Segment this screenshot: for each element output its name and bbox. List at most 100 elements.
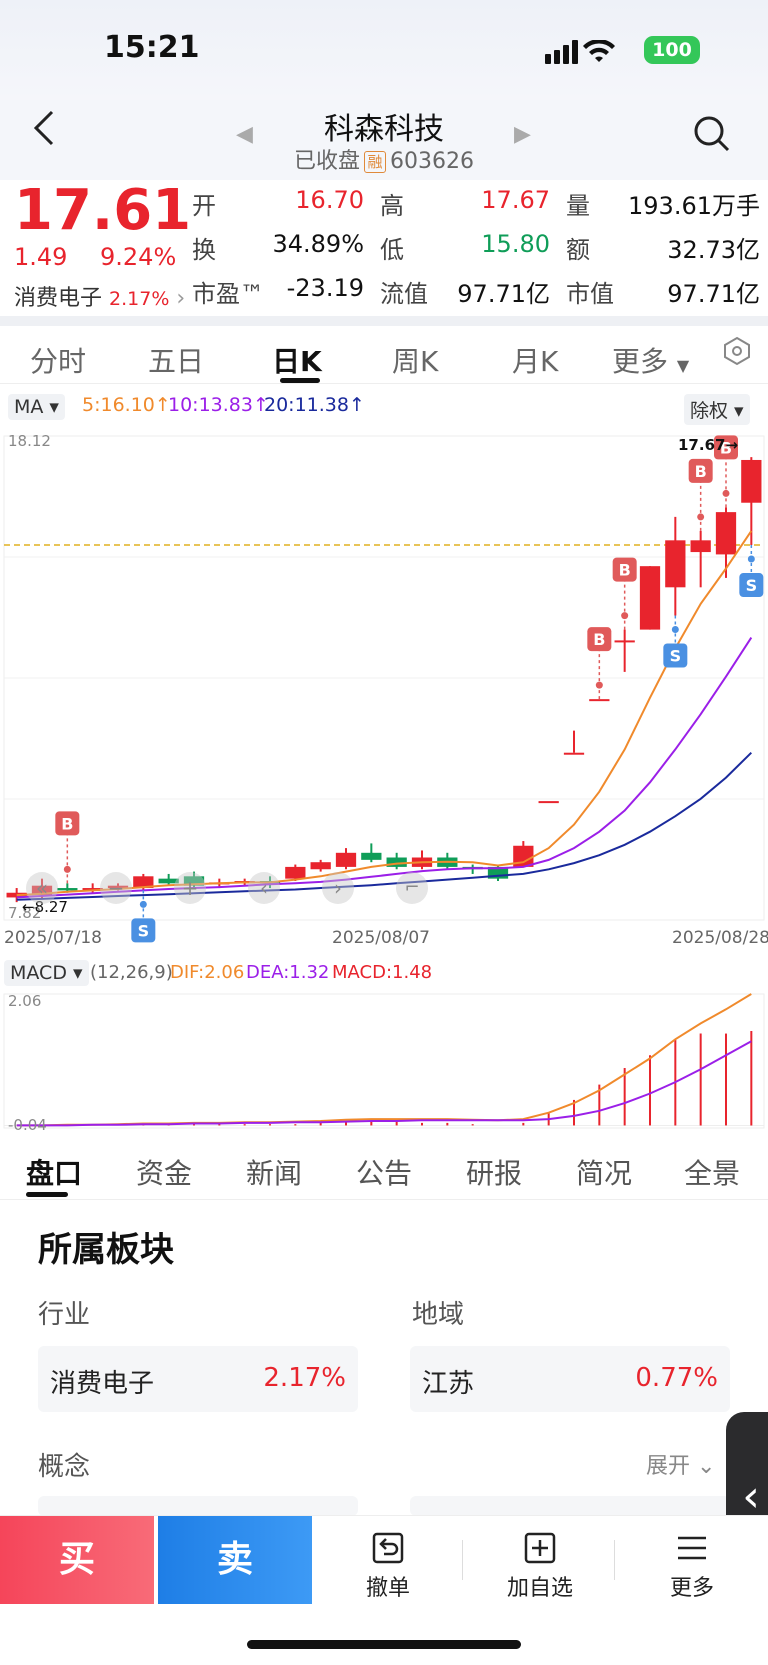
sell-mark <box>131 918 156 943</box>
tab-more[interactable]: 更多 ▼ <box>612 345 690 378</box>
candle-body <box>310 862 331 870</box>
ma-selector[interactable]: MA ▾ <box>8 394 65 420</box>
tab-five-day[interactable]: 五日 <box>148 345 205 378</box>
ma20-line <box>16 751 753 901</box>
divider <box>462 1540 463 1580</box>
sell-mark-label: S <box>746 576 758 595</box>
expand-label: 展开 <box>646 1454 691 1479</box>
macd-dif: DIF:2.06 <box>170 962 245 983</box>
settings-hex-icon[interactable] <box>722 336 752 373</box>
macd-value: MACD:1.48 <box>332 962 433 983</box>
tab-research[interactable]: 研报 <box>466 1157 523 1190</box>
buy-button[interactable]: 买 <box>0 1516 154 1604</box>
tab-overview[interactable]: 全景 <box>684 1157 741 1190</box>
add-watchlist-button[interactable]: 加自选 <box>490 1530 590 1602</box>
status-time: 15:21 <box>104 30 200 65</box>
candle-body <box>538 801 559 804</box>
candle-body <box>690 540 711 553</box>
quote-label: 低 <box>380 236 404 264</box>
scroll-left-icon[interactable]: ‹ <box>248 872 280 904</box>
expand-button[interactable]: 展开 ⌄ <box>646 1454 716 1479</box>
quote-panel <box>0 180 768 315</box>
sector-link[interactable]: 消费电子 2.17% › <box>14 286 186 311</box>
macd-selector-label: MACD <box>10 962 67 984</box>
concept-card[interactable] <box>38 1496 358 1516</box>
candle-body <box>665 540 686 588</box>
tab-weekly-k[interactable]: 周K <box>392 345 439 378</box>
tab-capital[interactable]: 资金 <box>136 1157 193 1190</box>
industry-card[interactable]: 消费电子 2.17% <box>38 1346 358 1412</box>
candle-body <box>285 866 306 879</box>
buy-mark <box>688 458 713 483</box>
date-mid: 2025/08/07 <box>332 928 430 948</box>
back-icon[interactable] <box>32 110 56 156</box>
quote-label: 市值 <box>566 280 614 308</box>
prev-stock-icon[interactable]: ◀ <box>236 122 253 147</box>
candle-body <box>133 876 154 889</box>
macd-selector[interactable]: MACD ▾ <box>4 960 89 986</box>
tab-daily-k[interactable]: 日K <box>272 345 322 378</box>
concept-label: 概念 <box>38 1452 91 1482</box>
dea-line <box>16 1040 752 1127</box>
buy-mark <box>587 627 612 652</box>
low-marker: ←8.27 <box>22 898 68 916</box>
quote-value: 32.73亿 <box>667 236 760 264</box>
zoom-in-icon[interactable]: + <box>174 872 206 904</box>
search-icon[interactable] <box>694 116 730 152</box>
signal-icon <box>545 39 635 68</box>
quote-label: 开 <box>192 192 216 220</box>
stock-name: 科森科技 <box>324 112 444 147</box>
macd-dea: DEA:1.32 <box>246 962 330 983</box>
adjust-selector[interactable]: 除权 ▾ <box>684 394 750 425</box>
quote-label: 流值 <box>380 280 428 308</box>
date-start: 2025/07/18 <box>4 928 102 948</box>
price-change: 1.49 <box>14 243 68 271</box>
stock-subtitle: 已收盘融 603626 <box>0 143 768 175</box>
industry-label: 行业 <box>38 1300 91 1330</box>
dif-line <box>16 993 752 1127</box>
tab-intraday[interactable]: 分时 <box>30 345 87 378</box>
trade-mark-dot <box>697 513 705 521</box>
tab-orderbook[interactable]: 盘口 <box>26 1157 83 1190</box>
trade-mark-dot <box>671 626 679 634</box>
cancel-order-button[interactable]: 撤单 <box>338 1530 438 1602</box>
ma10-label: 10:13.83 <box>168 394 253 416</box>
quote-value: -23.19 <box>286 274 364 302</box>
tab-profile[interactable]: 简况 <box>576 1157 633 1190</box>
more-button[interactable]: 更多 <box>642 1530 742 1602</box>
quote-value: 97.71亿 <box>457 280 550 308</box>
sell-mark-label: S <box>138 921 150 940</box>
home-indicator <box>247 1640 521 1649</box>
candle-body <box>386 857 407 867</box>
scroll-left-fast-icon[interactable]: « <box>26 872 58 904</box>
candle-body <box>563 752 585 755</box>
region-card[interactable]: 江苏 0.77% <box>410 1346 730 1412</box>
sector-name: 消费电子 <box>14 286 103 311</box>
macd-params: (12,26,9) <box>90 962 173 983</box>
tab-monthly-k[interactable]: 月K <box>512 345 559 378</box>
scroll-right-icon[interactable]: › <box>322 872 354 904</box>
macd-y-bottom: -0.04 <box>8 1116 47 1134</box>
region-label: 地域 <box>412 1300 465 1330</box>
quote-value: 193.61万手 <box>628 192 760 220</box>
buy-mark <box>55 811 80 836</box>
low-marker-value: 8.27 <box>34 898 68 916</box>
section-title: 所属板块 <box>38 1230 174 1270</box>
quote-label: 额 <box>566 236 590 264</box>
candle-body <box>741 459 762 503</box>
zoom-out-icon[interactable]: − <box>100 872 132 904</box>
next-stock-icon[interactable]: ▶ <box>514 122 531 147</box>
sell-button[interactable]: 卖 <box>158 1516 312 1604</box>
ma5-value: 5:16.10↑ <box>82 394 171 416</box>
detail-tab-underline <box>26 1192 68 1197</box>
fullscreen-icon[interactable]: ⌐ <box>396 872 428 904</box>
region-name: 江苏 <box>422 1369 475 1399</box>
tab-news[interactable]: 新闻 <box>246 1157 303 1190</box>
concept-card[interactable] <box>410 1496 730 1516</box>
tab-announcements[interactable]: 公告 <box>356 1157 413 1190</box>
menu-icon <box>642 1530 742 1566</box>
macd-chart[interactable] <box>0 990 768 1132</box>
candle-body <box>107 885 129 889</box>
detail-tabs: 盘口 资金 新闻 公告 研报 简况 全景 <box>0 1140 768 1200</box>
